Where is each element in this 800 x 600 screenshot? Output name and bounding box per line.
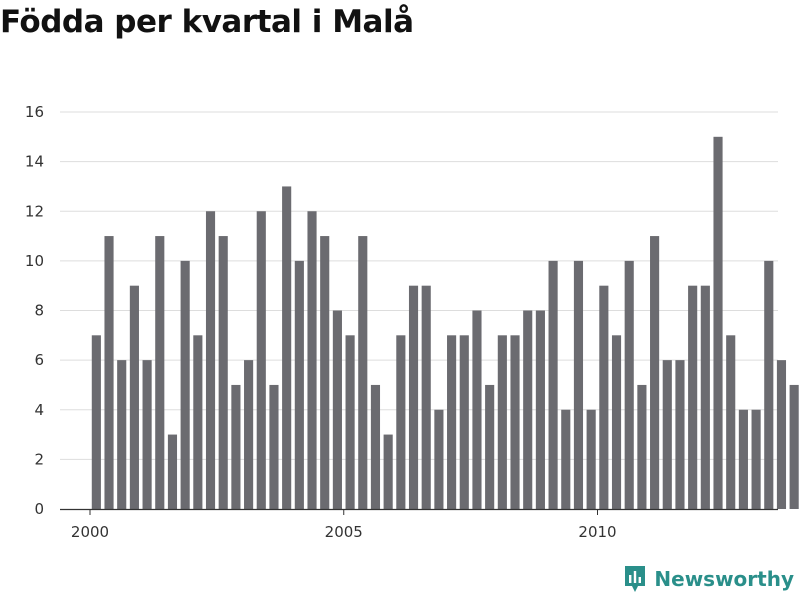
x-tick-label: 2000 [71, 523, 109, 541]
bar [370, 384, 381, 509]
bar [497, 335, 507, 509]
bar [396, 335, 406, 509]
bar [193, 335, 203, 509]
bar [294, 260, 304, 510]
bar [307, 211, 317, 509]
bar [91, 335, 101, 509]
bar [751, 409, 761, 509]
y-tick-label: 0 [34, 500, 44, 518]
bar [573, 260, 584, 510]
bar [586, 409, 596, 509]
bar [789, 384, 799, 509]
bar [637, 384, 647, 509]
bar [142, 360, 152, 510]
bar [561, 409, 571, 509]
bar [675, 360, 685, 510]
bar [383, 434, 393, 509]
bar [688, 285, 698, 509]
bar [167, 434, 178, 509]
bar [244, 360, 254, 510]
bar [218, 236, 228, 509]
bar [472, 310, 482, 509]
bar [523, 310, 533, 509]
bar [231, 384, 241, 509]
y-tick-label: 2 [34, 450, 44, 468]
chart-title: Födda per kvartal i Malå [0, 4, 414, 40]
y-tick-label: 4 [34, 401, 44, 419]
y-tick-label: 16 [25, 103, 44, 121]
bar [662, 360, 672, 510]
brand-name: Newsworthy [654, 567, 794, 591]
bar [269, 384, 279, 509]
bar [548, 260, 558, 510]
brand-logo: Newsworthy [623, 564, 794, 594]
bar [104, 236, 114, 509]
bar [408, 285, 419, 509]
y-tick-label: 10 [25, 252, 44, 270]
bar-series [91, 136, 799, 510]
bar [345, 335, 355, 509]
bar [611, 335, 622, 509]
bar [256, 211, 266, 509]
bar [713, 136, 723, 509]
grid-lines [60, 111, 778, 460]
x-tick-label: 2010 [578, 523, 616, 541]
y-axis-ticks: 0 2 4 6 8 10 12 14 16 [25, 103, 44, 518]
bar [155, 236, 165, 509]
bar [434, 409, 444, 509]
newsworthy-logo-icon [625, 566, 646, 592]
bar [320, 236, 330, 509]
bar [624, 260, 634, 510]
bar [776, 360, 787, 510]
bar [180, 260, 190, 510]
bar [700, 285, 710, 509]
bar [535, 310, 545, 509]
bar [485, 384, 495, 509]
y-tick-label: 12 [25, 202, 44, 220]
bar [358, 236, 368, 509]
bar [447, 335, 457, 509]
bar [459, 335, 469, 509]
bar [282, 186, 292, 509]
bar [738, 409, 748, 509]
bar [205, 211, 216, 509]
bar [650, 236, 660, 509]
bar [599, 285, 609, 509]
bar [510, 335, 520, 509]
bar [129, 285, 139, 509]
bar [726, 335, 736, 509]
x-axis: 200020052010201520202025 [60, 508, 778, 541]
y-tick-label: 14 [25, 153, 44, 171]
y-tick-label: 8 [34, 302, 44, 320]
bar [421, 285, 431, 509]
y-tick-label: 6 [34, 351, 44, 369]
bar [332, 310, 342, 509]
bar [117, 360, 127, 510]
bar [764, 260, 774, 510]
x-tick-label: 2005 [325, 523, 363, 541]
